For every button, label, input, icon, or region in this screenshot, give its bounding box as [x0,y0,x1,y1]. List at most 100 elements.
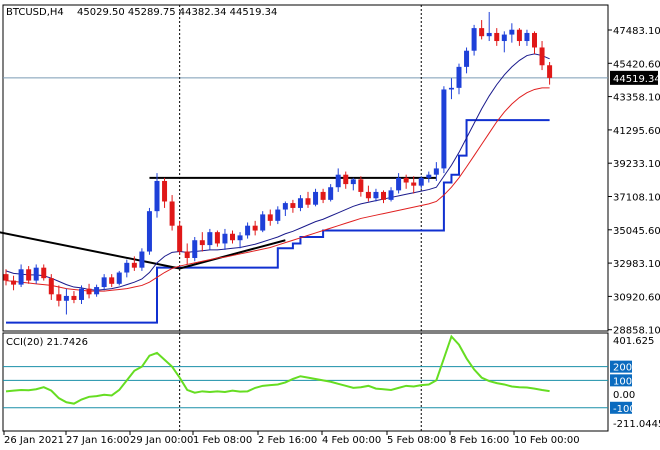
candle-body [396,177,402,191]
price-tick-label: 45420.60 [613,59,660,70]
candle-26 [199,232,205,252]
candle-body [509,29,515,35]
candle-2 [18,264,24,288]
price-tick-label: 37108.10 [613,193,660,204]
price-tick-label: 30920.60 [613,292,660,303]
candle-body [320,191,326,200]
main-plot-border [2,4,609,332]
candle-body [192,240,198,258]
candle-body [146,211,152,252]
candle-body [94,287,100,295]
price-tick-label: 43358.10 [613,93,660,104]
candle-body [547,65,553,78]
candle-49 [373,188,379,202]
ohlc-readout: 45029.50 45289.75 44382.34 44519.34 [77,7,277,18]
time-tick-label: 29 Jan 00:00 [130,435,193,446]
candle-body [184,251,190,258]
candle-54 [411,176,417,194]
candle-body [11,280,17,285]
candle-body [313,191,319,205]
price-tick-label: 47483.10 [613,26,660,37]
candle-69 [524,29,530,46]
candle-body [71,295,77,300]
candle-body [18,269,24,285]
candle-51 [388,187,394,202]
candle-body [373,191,379,199]
candle-9 [71,291,77,304]
candle-59 [448,78,454,100]
price-axis: 47483.10 45420.60 43358.10 41295.60 39233.10… [608,26,660,337]
candle-body [343,174,349,185]
candle-12 [94,284,100,297]
time-axis: 26 Jan 2021 27 Jan 16:00 29 Jan 00:00 1 Feb… [3,431,580,446]
candle-70 [532,31,537,54]
cci-tick-label: -100 [613,404,636,415]
candlesticks[interactable] [3,11,553,315]
candle-20 [154,173,160,218]
candle-body [26,269,32,281]
candle-body [411,182,417,186]
cci-level-badge [610,401,632,414]
candle-39 [297,195,303,212]
candle-61 [464,47,470,74]
candle-5 [41,264,47,281]
time-tick-label: 26 Jan 2021 [4,435,64,446]
candle-24 [184,243,190,265]
cci-subwindow: 401.625 200 100 0.00 -100 -211.0445 [3,334,660,430]
candle-body [358,179,364,192]
candle-body [252,225,258,231]
candle-body [169,201,175,226]
candle-42 [320,188,326,204]
candle-body [297,198,303,208]
candle-38 [290,199,296,213]
candle-body [237,235,243,241]
candle-32 [245,222,251,239]
candle-36 [275,206,281,225]
candle-4 [33,264,39,284]
cci-level-badge [610,374,632,387]
candle-body [501,34,507,42]
candle-13 [101,274,107,291]
candle-body [418,177,424,186]
symbol-label: BTCUSD,H4 [6,7,64,18]
candle-body [441,89,447,169]
candle-body [124,262,130,273]
chart-frame [2,4,609,432]
candle-63 [479,20,485,40]
candle-18 [139,248,145,271]
candle-body [154,180,160,212]
candle-56 [426,171,432,183]
candle-body [328,187,334,200]
candle-body [516,29,522,42]
candle-body [471,28,477,51]
price-channel-lines [6,119,550,324]
candle-body [207,232,213,246]
candle-body [116,272,122,284]
candle-30 [230,230,235,244]
candle-body [86,288,92,295]
candle-body [48,278,54,295]
candle-body [433,168,439,175]
price-tick-label: 32983.10 [613,259,660,270]
cci-line [5,334,550,405]
candle-19 [146,207,152,255]
candle-body [426,174,432,178]
candle-53 [403,174,409,189]
period-separators [179,5,422,431]
time-tick-label: 2 Feb 16:00 [258,435,317,446]
price-tick-label: 41295.60 [613,126,660,137]
candle-43 [328,184,334,202]
candle-body [33,267,39,281]
candle-body [139,251,145,268]
candle-body [63,295,69,301]
candle-body [350,179,356,185]
candle-47 [358,176,364,197]
candle-body [222,233,228,244]
candle-body [290,203,296,208]
candle-body [464,50,470,67]
time-tick-label: 5 Feb 08:00 [387,435,446,446]
time-tick-label: 8 Feb 16:00 [450,435,509,446]
cci-tick-label: 401.625 [613,336,654,347]
candle-body [41,267,47,279]
